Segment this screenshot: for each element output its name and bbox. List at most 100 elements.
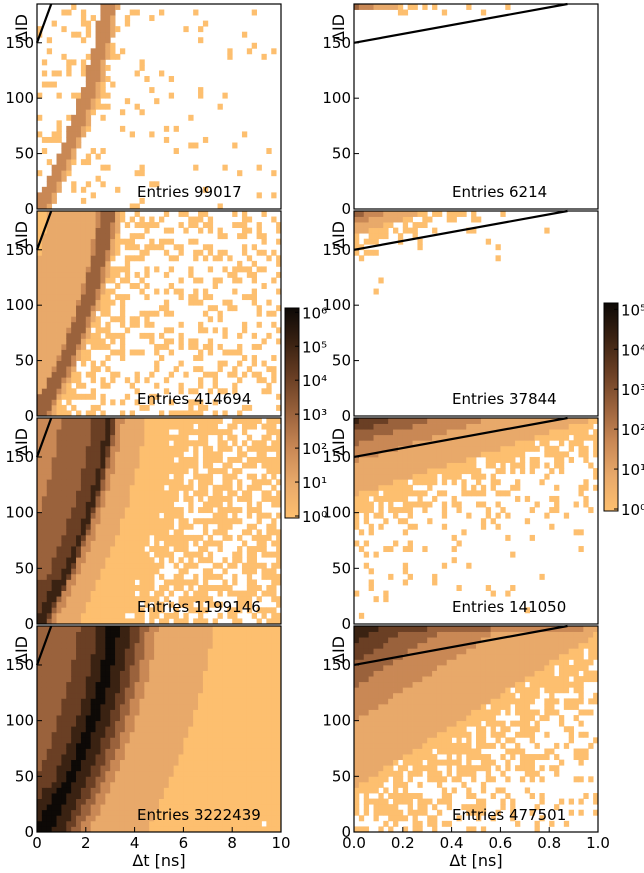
heatmap-cell xyxy=(110,607,116,614)
heatmap-cell xyxy=(178,815,184,822)
heatmap-cell xyxy=(383,468,389,475)
heatmap-cell xyxy=(41,601,48,608)
heatmap-cell xyxy=(198,826,204,833)
heatmap-cell xyxy=(266,820,272,827)
heatmap-cell xyxy=(354,440,360,447)
heatmap-cell xyxy=(222,164,228,171)
heatmap-cell xyxy=(76,579,82,586)
heatmap-cell xyxy=(95,233,101,240)
heatmap-cell xyxy=(144,664,150,671)
heatmap-cell xyxy=(61,283,67,289)
heatmap-cell xyxy=(193,288,199,295)
heatmap-cell xyxy=(51,434,57,441)
heatmap-cell xyxy=(261,664,267,671)
heatmap-cell xyxy=(168,371,175,378)
heatmap-cell xyxy=(276,664,282,671)
heatmap-cell xyxy=(207,585,214,591)
heatmap-cell xyxy=(183,670,189,677)
heatmap-cell xyxy=(217,726,223,733)
heatmap-cell xyxy=(261,670,267,677)
heatmap-cell xyxy=(119,793,126,799)
heatmap-cell xyxy=(100,468,106,475)
heatmap-cell xyxy=(217,754,223,761)
heatmap-cell xyxy=(144,793,150,799)
heatmap-cell xyxy=(85,451,92,458)
heatmap-cell xyxy=(80,125,87,132)
heatmap-cell xyxy=(41,355,48,361)
heatmap-cell xyxy=(90,103,96,110)
heatmap-cell xyxy=(110,377,116,384)
heatmap-cell xyxy=(237,377,243,384)
heatmap-cell xyxy=(71,451,77,458)
heatmap-cell xyxy=(41,327,48,334)
heatmap-cell xyxy=(124,523,131,530)
heatmap-cell xyxy=(80,9,87,16)
heatmap-cell xyxy=(178,809,184,816)
heatmap-cell xyxy=(139,653,145,660)
heatmap-cell xyxy=(119,473,126,480)
heatmap-cell xyxy=(154,349,160,356)
heatmap-cell xyxy=(149,681,155,688)
heatmap-cell xyxy=(51,227,57,234)
heatmap-cell xyxy=(71,249,77,256)
heatmap-cell xyxy=(363,423,370,430)
heatmap-cell xyxy=(276,815,282,822)
heatmap-cell xyxy=(276,551,282,558)
heatmap-cell xyxy=(51,793,57,799)
heatmap-cell xyxy=(178,249,184,256)
heatmap-cell xyxy=(154,495,160,502)
heatmap-cell xyxy=(100,637,106,644)
heatmap-cell xyxy=(134,748,140,755)
heatmap-cell xyxy=(173,681,179,688)
heatmap-cell xyxy=(202,507,209,514)
heatmap-cell xyxy=(261,573,267,580)
heatmap-cell xyxy=(41,670,48,677)
heatmap-cell xyxy=(61,826,67,833)
heatmap-cell xyxy=(276,737,282,744)
heatmap-cell xyxy=(154,507,160,514)
heatmap-cell xyxy=(202,473,209,480)
heatmap-cell xyxy=(129,607,135,614)
heatmap-cell xyxy=(66,698,72,705)
heatmap-cell xyxy=(266,479,272,486)
heatmap-cell xyxy=(202,423,209,430)
heatmap-cell xyxy=(241,266,248,273)
heatmap-cell xyxy=(358,468,365,475)
heatmap-cell xyxy=(149,423,155,430)
heatmap-cell xyxy=(198,429,204,436)
heatmap-cell xyxy=(202,793,209,799)
heatmap-cell xyxy=(95,759,101,766)
heatmap-cell xyxy=(261,726,267,733)
heatmap-cell xyxy=(80,382,87,389)
heatmap-cell xyxy=(198,759,204,766)
heatmap-cell xyxy=(149,631,155,638)
heatmap-cell xyxy=(134,434,140,441)
heatmap-cell xyxy=(193,742,199,749)
heatmap-cell xyxy=(129,804,135,811)
heatmap-cell xyxy=(212,371,218,378)
heatmap-cell xyxy=(217,748,223,755)
heatmap-cell xyxy=(159,815,165,822)
heatmap-cell xyxy=(363,495,370,502)
heatmap-cell xyxy=(110,534,116,541)
heatmap-cell xyxy=(402,216,409,223)
heatmap-cell xyxy=(134,664,140,671)
heatmap-cell xyxy=(134,429,140,436)
heatmap-cell xyxy=(207,698,214,705)
heatmap-cell xyxy=(212,518,218,525)
heatmap-cell xyxy=(41,238,48,245)
heatmap-cell xyxy=(188,399,194,406)
heatmap-cell xyxy=(51,659,57,666)
heatmap-cell xyxy=(41,793,48,799)
heatmap-cell xyxy=(207,631,214,638)
heatmap-cell xyxy=(71,332,77,339)
heatmap-cell xyxy=(202,787,209,794)
heatmap-cell xyxy=(212,787,218,794)
heatmap-cell xyxy=(198,327,204,334)
heatmap-cell xyxy=(232,804,238,811)
heatmap-cell xyxy=(241,804,248,811)
heatmap-cell xyxy=(66,260,72,267)
heatmap-cell xyxy=(159,523,165,530)
heatmap-cell xyxy=(246,473,253,480)
heatmap-cell xyxy=(41,703,48,710)
